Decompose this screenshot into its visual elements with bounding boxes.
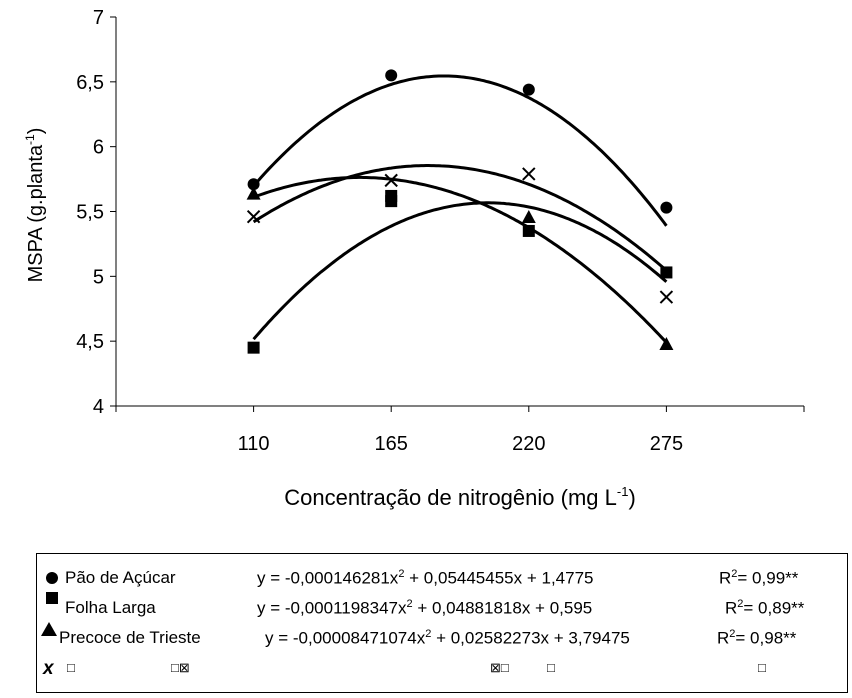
data-point-series-3 xyxy=(521,209,536,223)
legend-equation: y = -0,00008471074x2 + 0,02582273x + 3,7… xyxy=(265,628,630,648)
square-marker-icon xyxy=(46,592,58,604)
y-tick-label: 4 xyxy=(93,396,104,418)
y-axis-label: MSPA (g.planta-1) xyxy=(23,128,47,283)
data-point-series-1 xyxy=(385,69,398,82)
chart: 4 4,5 5 5,5 6 6,5 7 110 165 220 275 Concentração d… xyxy=(23,7,805,510)
legend-r-squared: R2= 0,89** xyxy=(725,598,805,618)
legend-glyph: □ xyxy=(758,660,766,675)
data-point-series-1 xyxy=(660,201,673,214)
data-point-series-1 xyxy=(522,83,535,96)
y-tick-label: 4,5 xyxy=(76,331,104,353)
data-points xyxy=(246,69,674,354)
x-tick-label: 275 xyxy=(650,433,683,455)
fit-curve-series-3 xyxy=(253,175,668,344)
data-point-series-2 xyxy=(660,266,673,279)
x-marker-icon: x xyxy=(43,658,54,679)
fit-curve-series-4 xyxy=(252,164,668,272)
circle-marker-icon xyxy=(46,572,58,584)
data-point-series-4 xyxy=(659,290,674,304)
data-point-series-3 xyxy=(246,186,261,200)
legend-series-name: Precoce de Trieste xyxy=(59,628,201,647)
legend-glyph: ⊠□ xyxy=(490,660,509,675)
axes: 4 4,5 5 5,5 6 6,5 7 110 165 220 275 xyxy=(76,7,805,455)
data-point-series-2 xyxy=(247,341,260,354)
legend-r-squared: R2= 0,99** xyxy=(719,568,799,588)
legend: Pão de Açúcar y = -0,000146281x2 + 0,054… xyxy=(36,553,848,693)
legend-r-squared: R2= 0,98** xyxy=(717,628,797,648)
fit-curve-series-1 xyxy=(252,74,668,227)
x-tick-label: 110 xyxy=(238,433,270,455)
legend-equation: y = -0,0001198347x2 + 0,04881818x + 0,59… xyxy=(257,598,593,618)
x-tick-label: 165 xyxy=(375,433,408,455)
data-point-series-2 xyxy=(522,224,535,237)
y-tick-label: 6 xyxy=(93,137,104,159)
legend-equation: y = -0,000146281x2 + 0,05445455x + 1,477… xyxy=(257,568,594,588)
fit-curves xyxy=(252,74,668,344)
data-point-series-1 xyxy=(247,178,260,191)
data-point-series-4 xyxy=(384,173,398,188)
legend-glyph: □ xyxy=(67,660,75,675)
legend-glyph: □⊠ xyxy=(171,660,190,675)
y-tick-label: 7 xyxy=(93,7,104,29)
y-tick-label: 6,5 xyxy=(76,72,104,94)
y-tick-label: 5,5 xyxy=(76,202,104,224)
data-point-series-3 xyxy=(659,337,674,351)
x-tick-label: 220 xyxy=(512,433,545,455)
fit-curve-series-2 xyxy=(252,201,668,341)
legend-series-name: Pão de Açúcar xyxy=(65,568,176,587)
legend-glyph: □ xyxy=(547,660,555,675)
y-tick-label: 5 xyxy=(93,266,104,288)
legend-series-name: Folha Larga xyxy=(65,598,156,617)
triangle-marker-icon xyxy=(41,622,57,636)
x-axis-label: Concentração de nitrogênio (mg L-1) xyxy=(284,484,636,510)
data-point-series-4 xyxy=(246,209,261,224)
data-point-series-4 xyxy=(522,167,536,181)
data-point-series-2 xyxy=(385,189,398,202)
